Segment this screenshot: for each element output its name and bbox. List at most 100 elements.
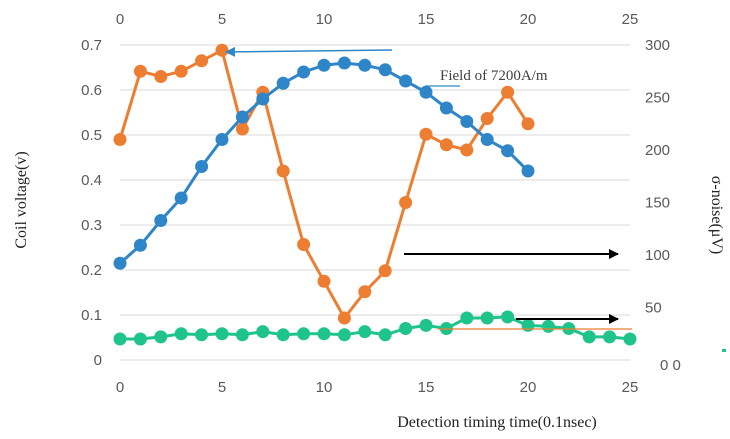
y-right-axis-title: σ-noise(μV) [708, 176, 725, 255]
stray-mark [722, 349, 726, 352]
y-left-tick-label: 0.6 [81, 82, 102, 99]
data-point [154, 330, 168, 344]
right-y-tick-labels: 50 100 150 200 250 300 [645, 37, 670, 317]
data-point [317, 274, 331, 288]
data-point [501, 144, 515, 158]
data-point [195, 328, 209, 342]
series-layer [113, 43, 637, 346]
data-point [297, 238, 311, 251]
field-annotation-label: Field of 7200A/m [440, 68, 548, 84]
data-point [358, 58, 372, 72]
data-point [113, 332, 127, 346]
x-tick-labels: 0 5 10 15 20 25 [116, 379, 639, 396]
series-low-level-trace [113, 310, 637, 346]
x-tick-label: 25 [622, 379, 639, 396]
data-point [378, 328, 392, 342]
series-coil-voltage [113, 56, 535, 270]
data-point [460, 143, 474, 157]
data-point [174, 191, 188, 205]
data-point [378, 264, 392, 278]
series--noise [113, 43, 535, 325]
gridlines [120, 44, 630, 361]
data-point [337, 328, 351, 342]
data-point [419, 85, 433, 99]
data-point [460, 311, 474, 325]
right-tail-text: 0 0 [660, 357, 681, 374]
data-point [276, 76, 290, 90]
data-point [133, 238, 147, 252]
top-x-tick-label: 25 [622, 11, 639, 28]
data-point [603, 330, 617, 344]
top-x-tick-label: 10 [316, 11, 333, 28]
data-point [419, 318, 433, 332]
x-axis-title: Detection timing time(0.1nsec) [397, 414, 597, 431]
top-x-tick-label: 20 [520, 11, 537, 28]
data-point [174, 64, 188, 78]
data-point [501, 310, 515, 324]
data-point [297, 65, 311, 79]
y-left-tick-label: 0.2 [81, 262, 102, 279]
data-point [480, 112, 494, 125]
data-point [378, 63, 392, 77]
top-x-tick-labels: 0 5 10 15 20 25 [116, 11, 639, 28]
data-point [195, 160, 209, 173]
data-point [133, 64, 147, 78]
y-right-tick-label: 200 [645, 142, 670, 159]
y-left-tick-label: 0.7 [81, 37, 102, 54]
data-point [439, 138, 453, 152]
data-point [195, 54, 209, 68]
x-tick-label: 10 [316, 379, 333, 396]
data-point [276, 164, 290, 178]
data-point [113, 133, 127, 146]
data-point [133, 332, 147, 346]
data-point [623, 332, 637, 346]
data-point [215, 43, 229, 57]
data-point [235, 110, 249, 124]
data-point [399, 74, 413, 88]
data-point [439, 101, 453, 115]
data-point [174, 327, 188, 341]
top-x-tick-label: 5 [218, 11, 226, 28]
y-left-tick-label: 0 [94, 352, 102, 369]
data-point [215, 327, 229, 341]
data-point [235, 122, 249, 136]
data-point [256, 92, 270, 106]
data-point [154, 70, 168, 83]
data-point [521, 117, 535, 131]
data-point [337, 56, 351, 70]
y-right-tick-label: 250 [645, 90, 670, 107]
data-point [256, 325, 270, 339]
y-right-tick-label: 100 [645, 247, 670, 264]
series-line [119, 61, 530, 265]
data-point [582, 330, 596, 344]
data-point [317, 327, 331, 341]
x-tick-label: 20 [520, 379, 537, 396]
data-point [297, 327, 311, 341]
data-point [337, 311, 351, 325]
y-left-tick-label: 0.3 [81, 217, 102, 234]
y-right-tick-label: 300 [645, 37, 670, 54]
data-point [235, 328, 249, 342]
data-point [460, 115, 474, 128]
data-point [521, 164, 535, 178]
data-point [113, 256, 127, 270]
data-point [521, 318, 535, 332]
y-left-tick-label: 0.1 [81, 307, 102, 324]
data-point [541, 319, 555, 333]
y-right-tick-label: 50 [645, 300, 662, 317]
data-point [358, 325, 372, 339]
data-point [276, 328, 290, 342]
data-point [358, 285, 372, 299]
top-x-tick-label: 0 [116, 11, 124, 28]
data-point [399, 196, 413, 209]
y-left-tick-label: 0.5 [81, 127, 102, 144]
y-left-tick-label: 0.4 [81, 172, 102, 189]
y-left-axis-title: Coil voltage(v) [13, 151, 30, 248]
data-point [215, 133, 229, 146]
field-annotation-arrow [225, 46, 393, 57]
data-point [419, 127, 433, 141]
left-y-tick-labels: 0 0.1 0.2 0.3 0.4 0.5 0.6 0.7 [81, 37, 102, 369]
data-point [480, 311, 494, 325]
data-point [399, 322, 413, 335]
